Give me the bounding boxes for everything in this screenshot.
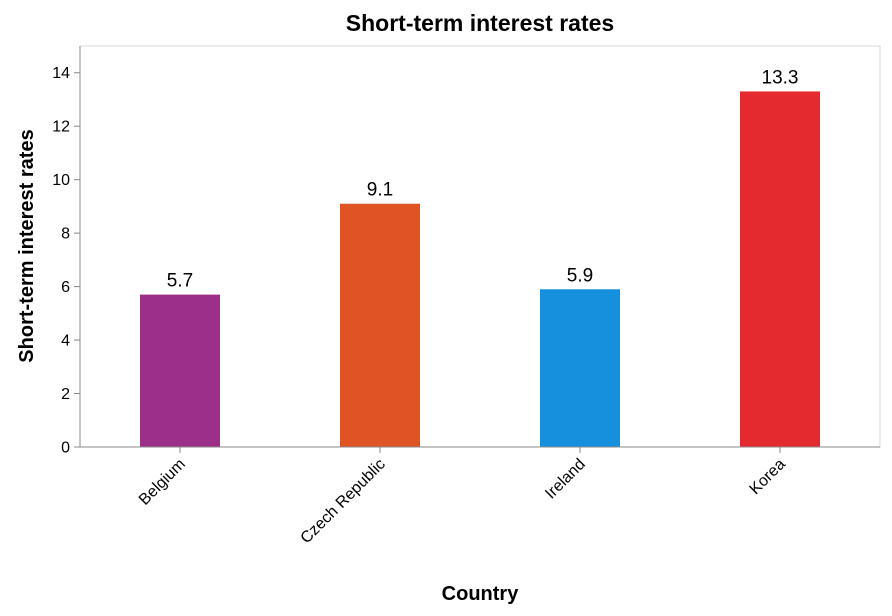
y-tick-label: 0 [61, 440, 70, 457]
y-tick-label: 10 [52, 172, 70, 189]
chart-title: Short-term interest rates [346, 10, 614, 36]
y-tick-label: 14 [52, 65, 70, 82]
x-axis-title: Country [442, 583, 520, 605]
x-axis: Belgium Czech Republic Ireland Korea [80, 446, 880, 547]
bar-belgium[interactable] [140, 294, 220, 447]
x-tick-label: Czech Republic [298, 456, 389, 547]
data-label: 5.9 [567, 265, 593, 286]
bars-group: 5.7 9.1 5.9 13.3 [140, 67, 820, 448]
data-label: 13.3 [762, 67, 799, 88]
y-axis-title: Short-term interest rates [16, 129, 38, 362]
data-label: 5.7 [167, 271, 193, 292]
y-axis: 0 2 4 6 8 10 12 14 [52, 46, 81, 457]
x-tick-label: Ireland [542, 456, 589, 503]
y-tick-label: 4 [61, 333, 70, 350]
bar-czech-republic[interactable] [340, 203, 420, 447]
y-tick-label: 8 [61, 226, 70, 243]
x-tick-label: Korea [747, 456, 789, 498]
bar-ireland[interactable] [540, 289, 620, 447]
y-tick-label: 2 [61, 386, 70, 403]
x-tick-label: Belgium [136, 456, 189, 509]
y-tick-label: 6 [61, 279, 70, 296]
data-label: 9.1 [367, 180, 393, 201]
y-tick-label: 12 [52, 119, 70, 136]
bar-korea[interactable] [740, 91, 820, 448]
